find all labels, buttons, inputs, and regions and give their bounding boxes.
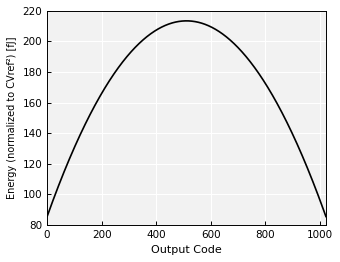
Y-axis label: Energy (normalized to CVref²) [fJ]: Energy (normalized to CVref²) [fJ]: [7, 36, 17, 199]
X-axis label: Output Code: Output Code: [151, 245, 222, 255]
